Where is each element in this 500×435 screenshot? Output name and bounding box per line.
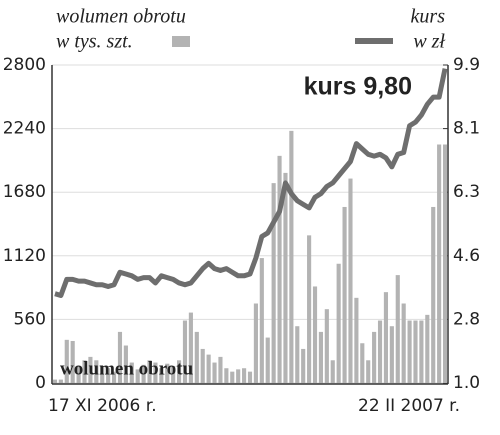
bar [324, 309, 329, 383]
y-tick-label: 0 [35, 373, 46, 393]
bar [295, 326, 300, 383]
bar [206, 354, 211, 383]
bar [242, 368, 247, 383]
bar [129, 362, 134, 383]
legend-label: kurs [411, 6, 446, 28]
bar [70, 340, 75, 383]
bar [277, 155, 282, 383]
annotation: wolumen obrotu [60, 358, 194, 379]
price-line [54, 68, 448, 298]
bar [377, 320, 383, 383]
bar [401, 303, 406, 383]
bar [389, 326, 394, 383]
bar [336, 263, 341, 383]
bar [147, 360, 152, 383]
bar [111, 371, 117, 383]
bar [58, 379, 63, 383]
bar [366, 360, 371, 383]
bar [224, 368, 229, 383]
bar [165, 363, 170, 383]
bar [407, 320, 412, 383]
legend-unit: w zł [413, 31, 445, 53]
bar [153, 362, 158, 383]
bar [236, 369, 241, 383]
x-tick-label: 17 XI 2006 r. [48, 396, 157, 416]
bar [88, 356, 93, 383]
y2-tick-label: 4.6 [453, 246, 480, 266]
bar [283, 172, 288, 383]
bar [419, 320, 424, 383]
y2-tick-label: 6.3 [453, 182, 480, 202]
y2-tick-label: 2.8 [453, 309, 480, 329]
bar [437, 144, 442, 383]
annotation: kurs 9,80 [304, 73, 412, 101]
bar [94, 360, 99, 383]
bar [76, 365, 81, 383]
bar [135, 369, 140, 383]
bar [230, 371, 235, 383]
bar [117, 331, 123, 383]
bar [194, 331, 199, 383]
legend-unit: w tys. szt. [56, 31, 133, 53]
bar [289, 130, 294, 383]
bar [360, 343, 365, 383]
bar [342, 206, 347, 383]
y-tick-label: 2800 [3, 55, 46, 75]
bar [348, 178, 353, 383]
bar [259, 258, 264, 383]
bar [372, 331, 377, 383]
y-tick-label: 2240 [3, 119, 46, 139]
y2-tick-label: 8.1 [453, 119, 480, 139]
y-tick-label: 560 [14, 309, 46, 329]
bar [141, 364, 146, 383]
bar [212, 362, 217, 383]
y2-tick-label: 9.9 [453, 55, 480, 75]
bar [318, 331, 323, 383]
bar [265, 337, 270, 383]
bar [431, 206, 436, 383]
bar [52, 379, 58, 383]
bar [354, 297, 359, 383]
bar [301, 348, 306, 383]
bar [395, 275, 400, 383]
bar [271, 183, 276, 383]
bar [307, 235, 312, 383]
bar [442, 144, 448, 383]
bar [100, 365, 105, 383]
bar [82, 360, 87, 383]
bar [182, 320, 188, 383]
bar [312, 286, 318, 383]
bar [218, 356, 223, 383]
bar [383, 292, 389, 383]
bar [64, 339, 69, 383]
x-tick-label: 22 II 2007 r. [358, 396, 460, 416]
y-tick-label: 1120 [3, 246, 46, 266]
bar [171, 365, 176, 383]
y2-tick-label: 1.0 [453, 373, 480, 393]
bar [123, 345, 128, 383]
bar [159, 368, 164, 383]
legend-label: wolumen obrotu [56, 6, 186, 28]
bar [247, 371, 253, 383]
bar [330, 360, 335, 383]
bar [200, 348, 205, 383]
bar [425, 314, 430, 383]
bar [177, 360, 182, 383]
bar [188, 312, 193, 383]
y-tick-label: 1680 [3, 182, 46, 202]
bar [253, 303, 258, 383]
bar [413, 320, 418, 383]
legend-swatch [172, 36, 190, 47]
bar [106, 368, 111, 383]
